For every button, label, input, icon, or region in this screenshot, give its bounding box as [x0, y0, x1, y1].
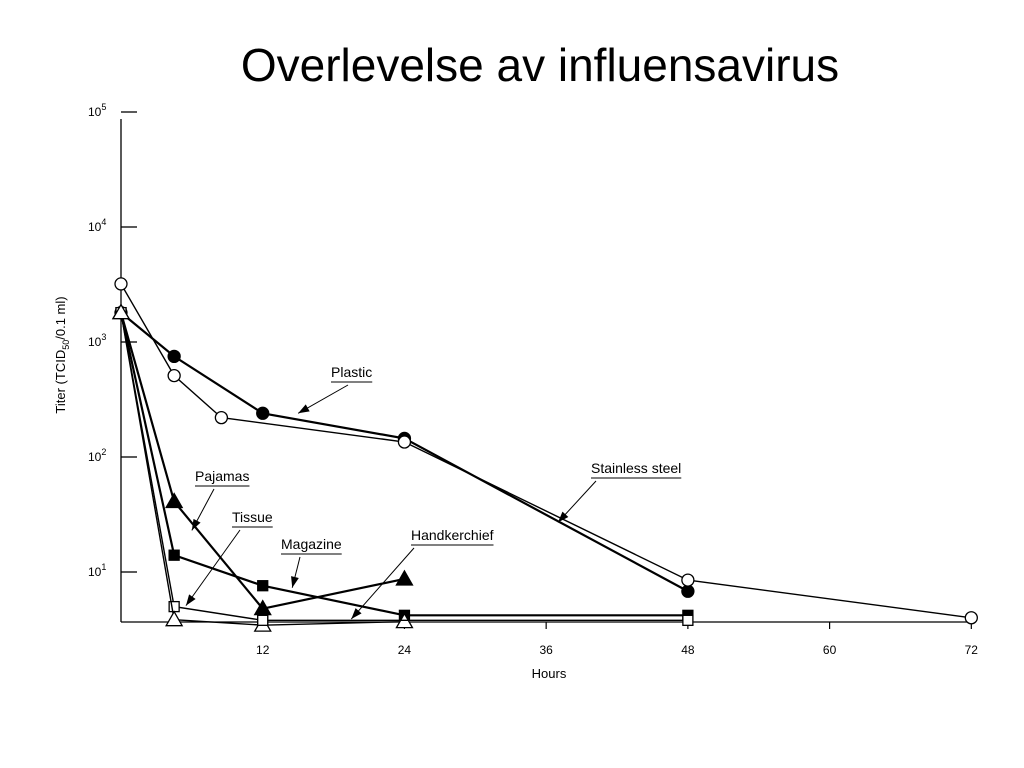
annotation-arrowhead — [185, 594, 196, 606]
series-line-tissue — [120, 312, 263, 622]
data-point-stainless-steel — [214, 410, 229, 425]
x-tick-label: 24 — [398, 643, 412, 657]
annotation-label: Tissue — [232, 509, 273, 525]
annotation-pajamas: Pajamas — [191, 468, 250, 531]
data-point-handkerchief — [111, 303, 131, 320]
data-point-plastic — [167, 349, 181, 364]
annotation-arrow-shaft — [185, 529, 241, 606]
series-line-handkerchief — [120, 312, 405, 626]
y-tick-label: 104 — [88, 217, 106, 234]
data-point-pajamas — [395, 569, 414, 586]
data-point-stainless-steel — [167, 368, 181, 383]
series-stainless-steel — [114, 277, 978, 625]
slide-title: Overlevelse av influensavirus — [240, 39, 840, 91]
data-point-magazine — [168, 549, 180, 561]
annotation-tissue: Tissue — [185, 509, 273, 606]
annotation-arrowhead — [351, 608, 362, 620]
annotation-arrow-shaft — [350, 547, 415, 620]
y-tick-label: 105 — [88, 102, 106, 119]
series-handkerchief-baseline — [257, 614, 694, 626]
y-tick-label: 103 — [88, 332, 106, 349]
annotation-stainless-steel: Stainless steel — [557, 460, 682, 523]
series-line-plastic — [120, 311, 689, 593]
data-point-stainless-steel — [114, 277, 128, 291]
x-tick-label: 12 — [256, 643, 270, 657]
x-tick-label: 48 — [681, 643, 695, 657]
x-tick-label: 36 — [539, 643, 553, 657]
annotation-label: Stainless steel — [591, 460, 681, 476]
data-point-stainless-steel — [681, 573, 695, 587]
annotation-layer: Plastic Stainless steel Pajamas Tissue Magaz… — [185, 364, 682, 620]
series-tissue — [115, 306, 269, 626]
annotation-plastic: Plastic — [297, 364, 373, 414]
data-point-pajamas — [165, 492, 184, 509]
data-point-stainless-steel — [964, 611, 978, 625]
y-axis-title: Titer (TCID50/0.1 ml) — [53, 296, 71, 413]
data-point-handkerchief-baseline — [257, 614, 269, 626]
annotation-label: Plastic — [331, 364, 372, 380]
series-pajamas — [111, 303, 414, 616]
y-tick-label: 102 — [88, 447, 106, 464]
annotation-arrowhead — [291, 576, 299, 588]
data-point-handkerchief — [165, 610, 184, 627]
x-axis-title: Hours — [532, 666, 567, 681]
annotation-arrowhead — [298, 404, 310, 414]
data-point-plastic — [256, 406, 270, 420]
annotation-handkerchief: Handkerchief — [350, 527, 494, 620]
data-point-plastic — [681, 584, 695, 598]
data-point-pajamas — [253, 599, 272, 616]
data-point-magazine — [257, 580, 269, 592]
series-layer — [111, 277, 978, 632]
annotation-arrowhead — [191, 518, 201, 531]
x-tick-label: 72 — [965, 643, 979, 657]
x-tick-label: 60 — [823, 643, 837, 657]
series-plastic — [114, 305, 695, 598]
series-line-stainless-steel — [120, 283, 972, 619]
data-point-stainless-steel — [397, 435, 412, 449]
annotation-label: Handkerchief — [411, 527, 494, 543]
y-tick-label: 101 — [88, 562, 106, 579]
series-line-pajamas — [119, 312, 405, 610]
annotation-arrowhead — [557, 511, 569, 523]
annotation-label: Pajamas — [195, 468, 249, 484]
annotation-label: Magazine — [281, 536, 342, 552]
annotation-magazine: Magazine — [281, 536, 342, 588]
data-point-handkerchief-baseline — [682, 614, 694, 626]
